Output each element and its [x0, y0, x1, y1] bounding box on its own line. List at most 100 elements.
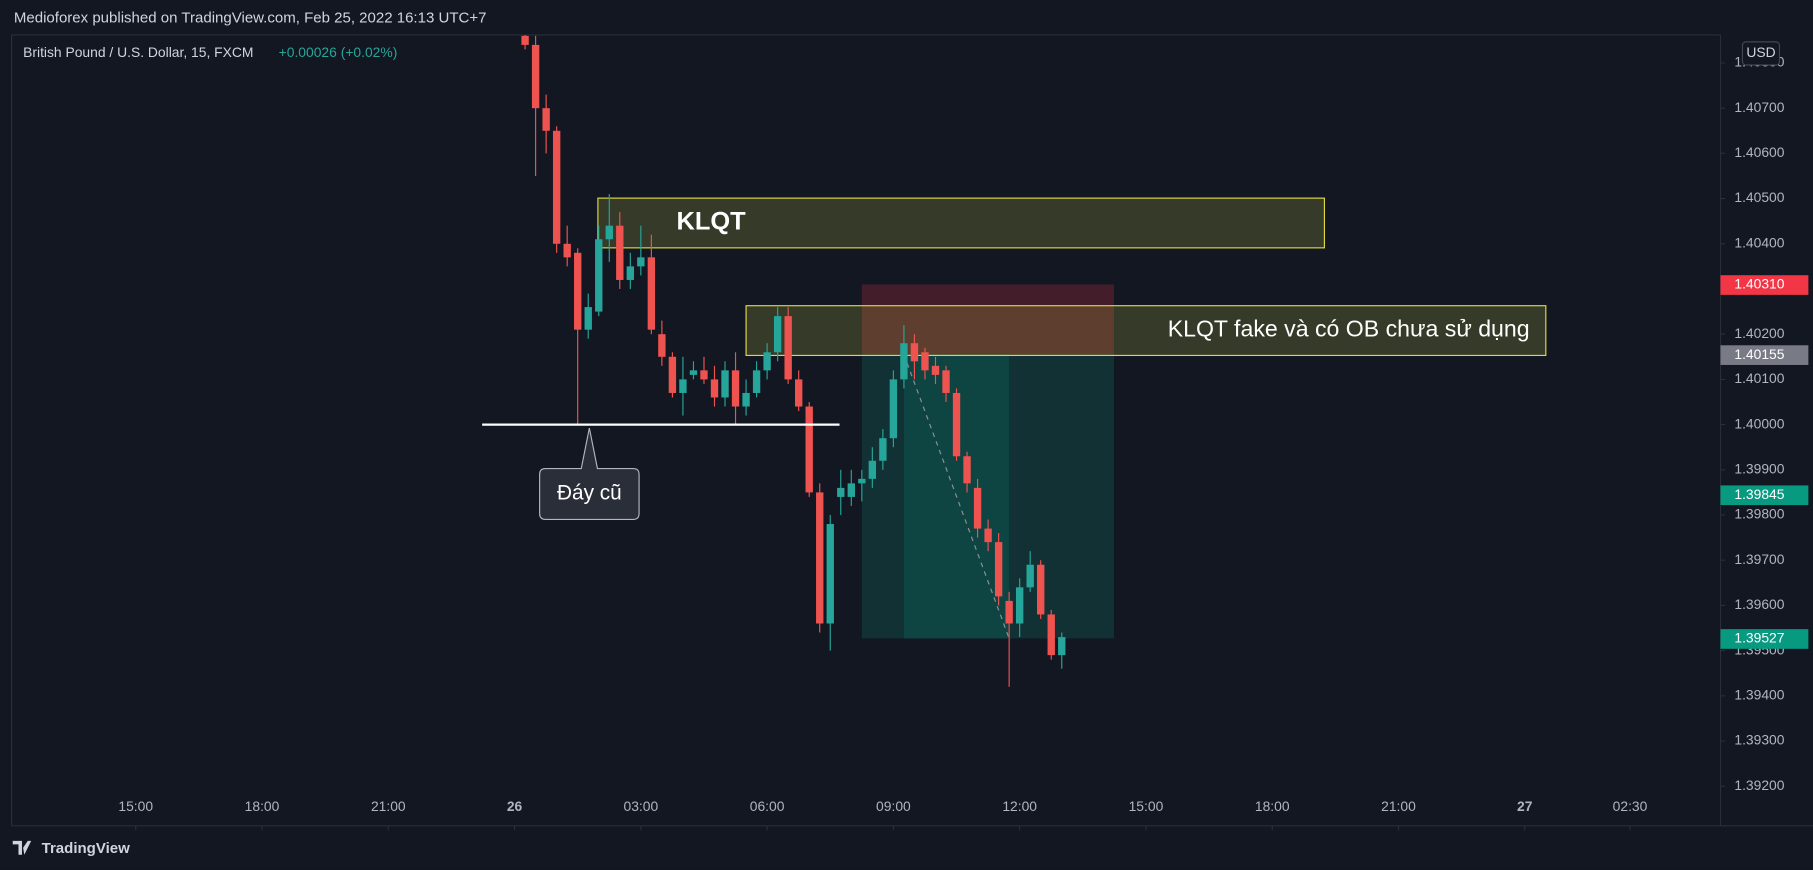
x-tick-label: 15:00: [118, 798, 153, 814]
candle-body: [921, 352, 929, 371]
candle-body: [637, 257, 645, 267]
zone-label: KLQT fake và có OB chưa sử dụng: [1168, 316, 1530, 342]
candle-body: [1026, 564, 1034, 588]
candle-body: [868, 460, 877, 479]
candle-body: [731, 370, 740, 407]
price-label-box: [1720, 345, 1809, 365]
x-tick-label: 15:00: [1129, 798, 1164, 814]
trade-path: [903, 354, 1010, 639]
x-tick-label: 12:00: [1002, 798, 1037, 814]
x-tick-label: 03:00: [623, 798, 658, 814]
candle-body: [605, 225, 613, 240]
candle-body: [668, 356, 677, 393]
price-label-box: [1720, 275, 1809, 295]
plot-area: [482, 34, 1547, 687]
candle-body: [563, 243, 571, 258]
y-tick-label: 1.40700: [1734, 99, 1784, 115]
candle-body: [700, 370, 708, 380]
x-tick-label: 21:00: [1381, 798, 1416, 814]
candle-body: [542, 108, 550, 131]
header: Medioforex published on TradingView.com,…: [14, 10, 487, 27]
currency-box: [1741, 41, 1781, 66]
candle-body: [847, 483, 855, 497]
x-tick-label: 06:00: [750, 798, 785, 814]
candle-body: [1058, 637, 1066, 656]
candle-body: [647, 257, 656, 330]
y-tick-label: 1.40500: [1734, 189, 1784, 205]
callout-label: Đáy cũ: [557, 481, 622, 504]
candle-body: [973, 487, 982, 529]
candle-body: [942, 370, 950, 393]
candle-body: [900, 343, 908, 380]
candle-body: [994, 542, 1003, 597]
y-tick-label: 1.39600: [1734, 596, 1784, 612]
candle-body: [616, 225, 624, 280]
candle-body: [574, 252, 582, 330]
candle-body: [858, 478, 866, 484]
candle-body: [816, 492, 824, 624]
price-label-box: [1720, 485, 1809, 506]
zone-box: [597, 197, 1325, 249]
price-label: 1.40155: [1734, 346, 1784, 362]
candle-body: [763, 352, 771, 371]
price-label-box: [1720, 629, 1809, 649]
candle-body: [826, 524, 834, 624]
candle-body: [679, 379, 687, 393]
x-tick-label: 26: [507, 798, 523, 814]
x-tick-label: 09:00: [876, 798, 911, 814]
candle-body: [1047, 614, 1055, 656]
candle-body: [595, 239, 603, 312]
target-zone: [861, 354, 1114, 639]
price-label: 1.40310: [1734, 276, 1784, 292]
symbol: British Pound / U.S. Dollar, 15, FXCM: [23, 44, 253, 60]
y-tick-label: 1.39700: [1734, 551, 1784, 567]
candle-body: [658, 334, 666, 357]
candle-body: [689, 370, 698, 375]
candle-body: [931, 365, 940, 375]
candle-body: [1037, 564, 1045, 615]
brand: TradingView: [42, 840, 130, 857]
zone-label: KLQT: [677, 208, 747, 236]
candle-body: [879, 438, 887, 461]
candle-body: [626, 266, 634, 280]
y-tick-label: 1.39900: [1734, 460, 1784, 476]
candle-body: [1015, 587, 1024, 624]
y-tick-label: 1.40000: [1734, 415, 1784, 431]
candle-body: [584, 307, 592, 330]
y-tick-label: 1.39300: [1734, 732, 1784, 748]
candle-body: [805, 406, 813, 493]
candle-body: [752, 370, 761, 393]
candle-body: [1005, 600, 1013, 624]
candle-body: [984, 528, 992, 543]
candle-body: [773, 316, 782, 353]
candle-body: [742, 392, 750, 407]
candle-body: [552, 130, 561, 244]
x-tick-label: 21:00: [371, 798, 406, 814]
candle-body: [963, 456, 971, 484]
x-tick-label: 02:30: [1613, 798, 1648, 814]
currency: USD: [1746, 44, 1775, 60]
x-tick-label: 27: [1517, 798, 1533, 814]
zone-box: [745, 305, 1547, 357]
axes: 1.392001.393001.394001.395001.396001.397…: [118, 54, 1809, 831]
candle-body: [795, 379, 803, 407]
candle-body: [531, 44, 540, 109]
candle-body: [889, 379, 898, 439]
y-tick-label: 1.40600: [1734, 144, 1784, 160]
candle-body: [952, 392, 961, 457]
y-tick-label: 1.40400: [1734, 234, 1784, 250]
callout: [539, 427, 640, 520]
candle-body: [521, 35, 529, 45]
candle-body: [710, 379, 719, 398]
y-tick-label: 1.40200: [1734, 325, 1784, 341]
brand-logo: [12, 840, 32, 855]
y-tick-label: 1.39200: [1734, 777, 1784, 793]
candle-body: [837, 487, 845, 497]
candle-body: [784, 316, 792, 380]
price-label: 1.39845: [1734, 486, 1784, 502]
y-tick-label: 1.39400: [1734, 686, 1784, 702]
x-tick-label: 18:00: [245, 798, 280, 814]
